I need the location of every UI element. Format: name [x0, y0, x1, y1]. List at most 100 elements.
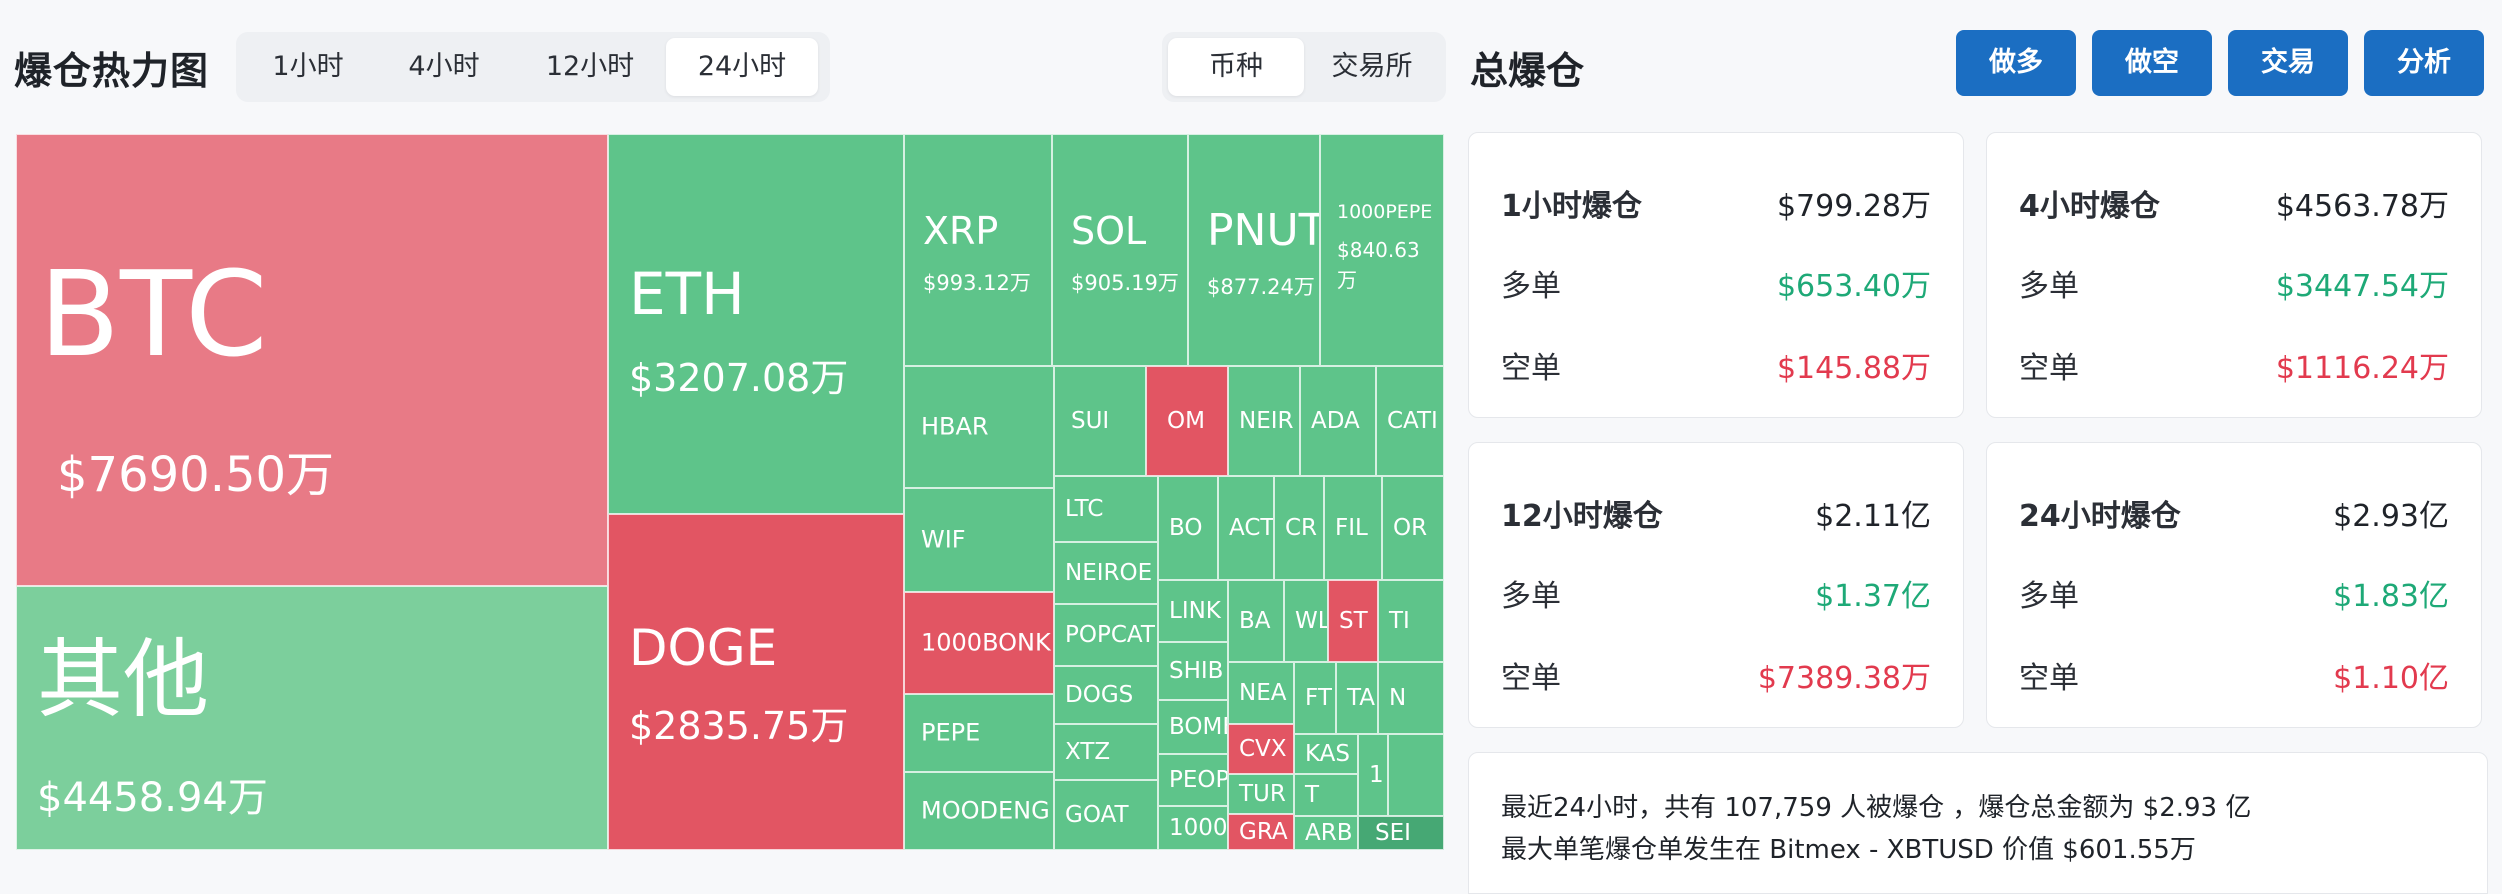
- treemap-cell-sui[interactable]: SUI: [1054, 366, 1146, 476]
- treemap-cell-shib[interactable]: SHIB: [1158, 642, 1228, 700]
- summary-line-1: 最近24小时，共有 107,759 人被爆仓 ，爆仓总金额为 $2.93 亿: [1501, 793, 2252, 823]
- long-label: 多单: [1501, 579, 1561, 614]
- long-value: $653.40万: [1776, 269, 1931, 304]
- treemap-cell-1[interactable]: [1388, 734, 1444, 816]
- trade-button[interactable]: 交易: [2228, 30, 2348, 96]
- treemap-cell-xtz[interactable]: XTZ: [1054, 724, 1158, 780]
- short-value: $1116.24万: [2275, 351, 2449, 386]
- cell-symbol: SHIB: [1169, 658, 1224, 684]
- treemap-cell-dogs[interactable]: DOGS: [1054, 666, 1158, 724]
- treemap-cell-t[interactable]: T: [1294, 774, 1358, 816]
- long-value: $1.37亿: [1815, 579, 1931, 614]
- group-by-tabs: 币种 交易所: [1162, 32, 1446, 102]
- cell-amount: $7690.50万: [57, 447, 335, 503]
- tab-4h[interactable]: 4小时: [408, 51, 480, 82]
- short-value: $145.88万: [1776, 351, 1931, 386]
- treemap-cell-link[interactable]: LINK: [1158, 580, 1228, 642]
- treemap-cell-popcat[interactable]: POPCAT: [1054, 604, 1158, 666]
- tab-24h[interactable]: 24小时: [666, 38, 818, 96]
- treemap-cell-neiroe[interactable]: NEIROE: [1054, 542, 1158, 604]
- treemap-cell-hbar[interactable]: HBAR: [904, 366, 1054, 488]
- analysis-button[interactable]: 分析: [2364, 30, 2484, 96]
- tab-exchange[interactable]: 交易所: [1331, 51, 1413, 82]
- cell-symbol: CVX: [1239, 736, 1287, 762]
- treemap-cell-1000pepe[interactable]: 1000PEPE $840.63万: [1320, 134, 1444, 366]
- treemap-cell-st[interactable]: ST: [1328, 580, 1378, 662]
- treemap-cell-nea[interactable]: NEA: [1228, 662, 1294, 724]
- short-button[interactable]: 做空: [2092, 30, 2212, 96]
- liquidation-card-4h: 4小时爆仓 $4563.78万 多单 $3447.54万 空单 $1116.24万: [1986, 132, 2482, 418]
- tab-coin[interactable]: 币种: [1168, 38, 1304, 96]
- treemap-cell-act[interactable]: ACT: [1218, 476, 1274, 580]
- cell-symbol: DOGS: [1065, 682, 1134, 708]
- long-label: 多单: [2019, 269, 2079, 304]
- treemap-cell-fil[interactable]: FIL: [1324, 476, 1382, 580]
- treemap-cell-c[interactable]: 1: [1358, 734, 1388, 816]
- treemap-cell-1000s[interactable]: 1000S: [1158, 806, 1228, 850]
- short-label: 空单: [1501, 351, 1561, 386]
- treemap-cell-bo[interactable]: BO: [1158, 476, 1218, 580]
- short-label: 空单: [1501, 661, 1561, 696]
- treemap-cell-goat[interactable]: GOAT: [1054, 780, 1158, 850]
- tab-1h[interactable]: 1小时: [272, 51, 344, 82]
- cell-symbol: 1000BONK: [921, 628, 1051, 657]
- treemap-cell-pnut[interactable]: PNUT $877.24万: [1188, 134, 1320, 366]
- long-button[interactable]: 做多: [1956, 30, 2076, 96]
- treemap-cell-tur[interactable]: TUR: [1228, 774, 1294, 814]
- cell-symbol: WL: [1295, 608, 1328, 634]
- cell-symbol: OR: [1393, 515, 1428, 541]
- cell-symbol: PEPE: [921, 718, 981, 747]
- treemap-cell-btc[interactable]: BTC $7690.50万: [16, 134, 608, 586]
- liquidation-treemap: BTC $7690.50万 其他 $4458.94万 ETH $3207.08万…: [16, 134, 1444, 850]
- treemap-cell-cr[interactable]: CR: [1274, 476, 1324, 580]
- treemap-cell-others[interactable]: 其他 $4458.94万: [16, 586, 608, 850]
- treemap-cell-ta[interactable]: TA: [1336, 662, 1378, 734]
- treemap-cell-bome[interactable]: BOME: [1158, 700, 1228, 754]
- treemap-cell-kas[interactable]: KAS: [1294, 734, 1358, 774]
- treemap-cell-1000bonk[interactable]: 1000BONK: [904, 592, 1054, 694]
- long-value: $3447.54万: [2275, 269, 2449, 304]
- cell-symbol: ETH: [629, 260, 745, 328]
- cell-symbol: POPCAT: [1065, 622, 1155, 648]
- cell-symbol: MOODENG: [921, 796, 1050, 825]
- treemap-cell-ada[interactable]: ADA: [1300, 366, 1376, 476]
- cell-symbol: XTZ: [1065, 739, 1111, 765]
- treemap-cell-or[interactable]: OR: [1382, 476, 1444, 580]
- treemap-cell-arb[interactable]: ARB: [1294, 816, 1358, 850]
- treemap-cell-ft[interactable]: FT: [1294, 662, 1336, 734]
- cell-symbol: OM: [1167, 408, 1205, 434]
- liquidation-card-24h: 24小时爆仓 $2.93亿 多单 $1.83亿 空单 $1.10亿: [1986, 442, 2482, 728]
- cell-symbol: LINK: [1169, 598, 1221, 624]
- treemap-cell-ba[interactable]: BA: [1228, 580, 1284, 662]
- treemap-cell-peop[interactable]: PEOP: [1158, 754, 1228, 806]
- treemap-cell-ltc[interactable]: LTC: [1054, 476, 1158, 542]
- treemap-cell-sei[interactable]: SEI: [1358, 816, 1444, 850]
- cell-symbol: ACT: [1229, 515, 1274, 541]
- card-label: 1小时爆仓: [1501, 189, 1642, 224]
- cell-symbol: PEOP: [1169, 767, 1228, 793]
- treemap-cell-n[interactable]: N: [1378, 662, 1444, 734]
- treemap-cell-ti[interactable]: TI: [1378, 580, 1444, 662]
- cell-amount: $905.19万: [1071, 271, 1179, 295]
- treemap-cell-doge[interactable]: DOGE $2835.75万: [608, 514, 904, 850]
- cell-symbol: 1000PEPE: [1337, 201, 1433, 223]
- treemap-cell-neir[interactable]: NEIR: [1228, 366, 1300, 476]
- treemap-cell-gra[interactable]: GRA: [1228, 814, 1294, 850]
- treemap-cell-eth[interactable]: ETH $3207.08万: [608, 134, 904, 514]
- long-label: 多单: [2019, 579, 2079, 614]
- cell-symbol: XRP: [923, 209, 999, 253]
- tab-12h[interactable]: 12小时: [545, 51, 635, 82]
- treemap-cell-xrp[interactable]: XRP $993.12万: [904, 134, 1052, 366]
- cell-symbol: TA: [1347, 685, 1375, 711]
- card-label: 4小时爆仓: [2019, 189, 2160, 224]
- treemap-cell-wl[interactable]: WL: [1284, 580, 1328, 662]
- treemap-cell-cati[interactable]: CATI: [1376, 366, 1444, 476]
- treemap-cell-cvx[interactable]: CVX: [1228, 724, 1294, 774]
- cell-amount: $2835.75万: [629, 704, 849, 748]
- treemap-cell-moodeng[interactable]: MOODENG: [904, 772, 1054, 850]
- treemap-cell-om[interactable]: OM: [1146, 366, 1228, 476]
- treemap-cell-pepe[interactable]: PEPE: [904, 694, 1054, 772]
- cell-symbol: CATI: [1387, 408, 1438, 434]
- treemap-cell-wif[interactable]: WIF: [904, 488, 1054, 592]
- treemap-cell-sol[interactable]: SOL $905.19万: [1052, 134, 1188, 366]
